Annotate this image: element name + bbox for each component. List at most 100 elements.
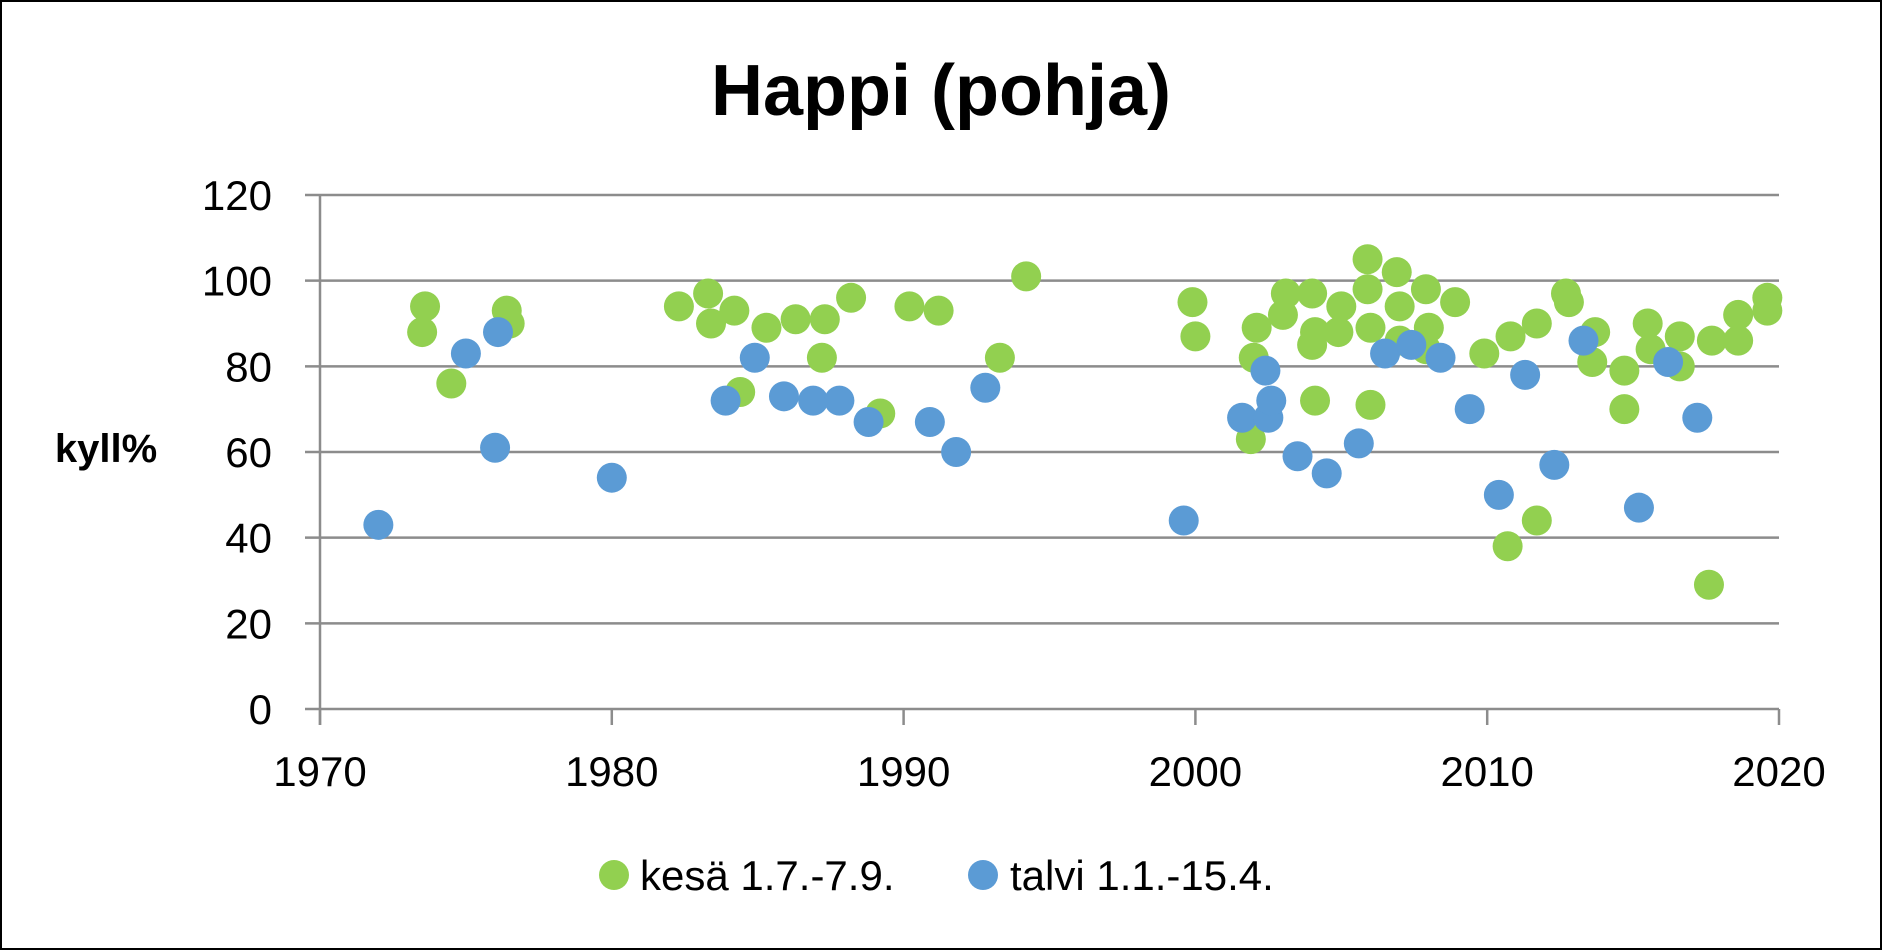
point-series-0-29 xyxy=(1300,317,1331,348)
point-series-0-61 xyxy=(1723,299,1754,330)
point-series-0-30 xyxy=(1300,385,1331,416)
point-series-1-16 xyxy=(1250,355,1281,386)
point-series-1-22 xyxy=(1370,338,1401,369)
point-series-1-32 xyxy=(1682,402,1713,433)
y-tick-label-100: 100 xyxy=(202,258,272,305)
point-series-0-46 xyxy=(1495,321,1526,352)
point-series-1-31 xyxy=(1653,347,1684,378)
point-series-0-0 xyxy=(407,317,438,348)
x-tick-label-2010: 2010 xyxy=(1440,748,1533,795)
point-series-0-2 xyxy=(436,368,467,399)
legend-marker-summer xyxy=(599,860,629,890)
point-series-0-24 xyxy=(1241,312,1272,343)
point-series-0-37 xyxy=(1381,257,1412,288)
point-series-0-59 xyxy=(1693,569,1724,600)
y-tick-label-80: 80 xyxy=(225,343,272,390)
point-series-1-7 xyxy=(768,381,799,412)
point-series-0-34 xyxy=(1352,274,1383,305)
point-series-1-20 xyxy=(1311,458,1342,489)
x-tick-label-1970: 1970 xyxy=(273,748,366,795)
y-axis-label: kyll% xyxy=(55,427,157,471)
point-series-0-11 xyxy=(780,304,811,335)
point-series-1-0 xyxy=(363,509,394,540)
y-tick-label-0: 0 xyxy=(249,686,272,733)
point-series-1-25 xyxy=(1454,394,1485,425)
point-series-0-19 xyxy=(1011,261,1042,292)
point-series-1-27 xyxy=(1510,359,1541,390)
x-tick-label-1990: 1990 xyxy=(857,748,950,795)
point-series-0-38 xyxy=(1384,291,1415,322)
point-series-1-30 xyxy=(1623,492,1654,523)
point-series-1-28 xyxy=(1539,449,1570,480)
point-series-0-54 xyxy=(1609,355,1640,386)
point-series-1-12 xyxy=(941,437,972,467)
legend-label-summer: kesä 1.7.-7.9. xyxy=(640,852,894,899)
y-tick-label-40: 40 xyxy=(225,515,272,562)
axes xyxy=(305,195,1781,725)
point-series-0-16 xyxy=(894,291,925,322)
gridlines xyxy=(305,193,1779,625)
x-tick-label-2020: 2020 xyxy=(1732,748,1825,795)
point-series-0-20 xyxy=(1177,287,1208,318)
point-series-0-27 xyxy=(1297,278,1328,309)
point-series-1-14 xyxy=(1168,505,1199,536)
series-0 xyxy=(407,244,1783,600)
chart-title: Happi (pohja) xyxy=(711,51,1171,131)
point-series-1-21 xyxy=(1343,428,1374,459)
point-series-0-47 xyxy=(1521,505,1552,536)
point-series-0-50 xyxy=(1553,287,1584,318)
point-series-0-36 xyxy=(1355,312,1386,343)
point-series-1-6 xyxy=(739,342,770,373)
point-series-0-12 xyxy=(806,342,837,373)
y-tick-label-60: 60 xyxy=(225,429,272,476)
point-series-1-4 xyxy=(596,462,627,493)
point-series-1-9 xyxy=(824,385,855,416)
point-series-1-18 xyxy=(1256,385,1287,416)
point-series-0-1 xyxy=(410,291,441,322)
point-series-0-26 xyxy=(1270,278,1301,309)
legend-marker-winter xyxy=(968,860,998,890)
point-series-0-32 xyxy=(1326,291,1357,322)
point-series-0-58 xyxy=(1664,321,1695,352)
point-series-0-40 xyxy=(1410,274,1441,305)
point-series-0-53 xyxy=(1609,394,1640,425)
point-series-0-31 xyxy=(1323,317,1354,348)
point-series-0-60 xyxy=(1696,325,1727,356)
y-tick-labels: 0 20 40 60 80 100 120 xyxy=(202,172,272,733)
point-series-0-13 xyxy=(809,304,840,335)
point-series-1-1 xyxy=(450,338,481,369)
point-series-0-21 xyxy=(1180,321,1211,352)
point-series-0-45 xyxy=(1492,531,1523,562)
point-series-0-43 xyxy=(1440,287,1471,318)
y-tick-label-20: 20 xyxy=(225,600,272,647)
point-series-1-3 xyxy=(482,317,513,348)
point-series-1-11 xyxy=(914,407,945,438)
x-tick-label-1980: 1980 xyxy=(565,748,658,795)
point-series-0-18 xyxy=(984,342,1015,373)
point-series-1-2 xyxy=(480,432,511,463)
point-series-1-19 xyxy=(1282,441,1313,472)
point-series-0-55 xyxy=(1632,308,1663,339)
point-series-1-5 xyxy=(710,385,741,416)
series-1 xyxy=(363,317,1713,540)
y-tick-label-120: 120 xyxy=(202,172,272,219)
data-points xyxy=(363,244,1783,600)
point-series-0-44 xyxy=(1469,338,1500,369)
point-series-1-29 xyxy=(1568,325,1599,356)
point-series-0-17 xyxy=(923,295,954,326)
point-series-0-33 xyxy=(1352,244,1383,275)
point-series-0-62 xyxy=(1723,325,1754,356)
point-series-0-5 xyxy=(663,291,694,322)
point-series-1-26 xyxy=(1483,479,1514,510)
point-series-1-15 xyxy=(1227,402,1258,433)
legend-label-winter: talvi 1.1.-15.4. xyxy=(1010,852,1274,899)
point-series-0-35 xyxy=(1355,389,1386,420)
point-series-0-48 xyxy=(1521,308,1552,339)
point-series-1-10 xyxy=(853,407,884,438)
point-series-1-23 xyxy=(1396,329,1427,360)
point-series-0-64 xyxy=(1752,295,1783,326)
point-series-1-8 xyxy=(798,385,829,416)
legend: kesä 1.7.-7.9. talvi 1.1.-15.4. xyxy=(599,852,1274,899)
